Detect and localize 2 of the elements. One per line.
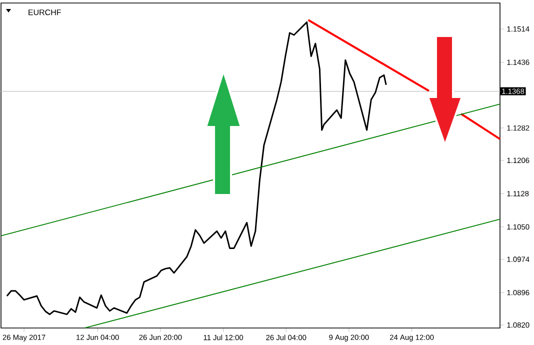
line-series (6, 21, 387, 316)
text: EURCHF (28, 9, 61, 16)
